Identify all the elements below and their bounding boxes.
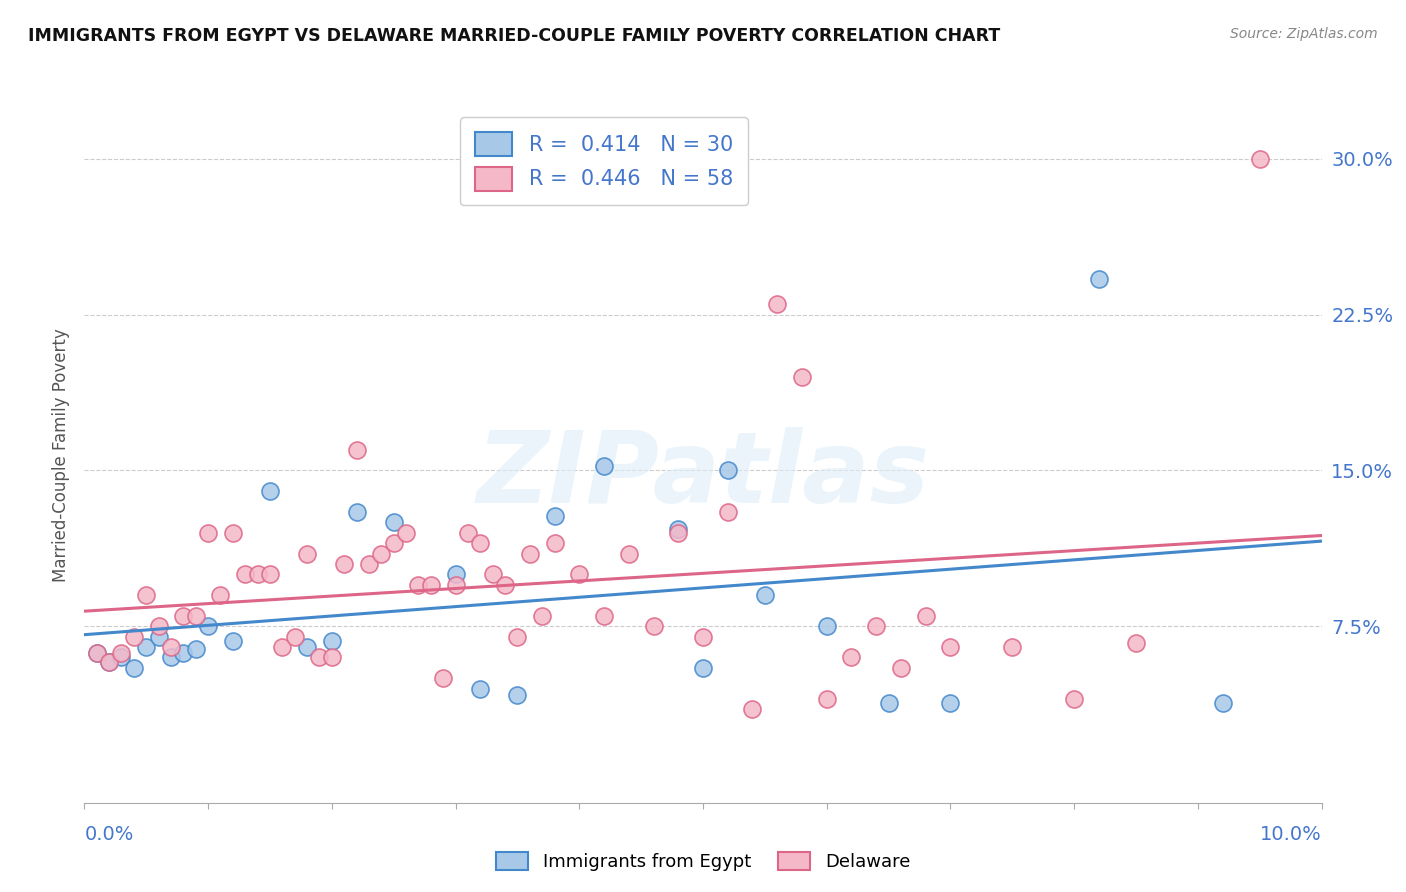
Point — [259, 567, 281, 582]
Point — [543, 509, 565, 524]
Point — [494, 578, 516, 592]
Point — [890, 661, 912, 675]
Point — [308, 650, 330, 665]
Legend: R =  0.414   N = 30, R =  0.446   N = 58: R = 0.414 N = 30, R = 0.446 N = 58 — [460, 118, 748, 205]
Text: 10.0%: 10.0% — [1260, 824, 1322, 844]
Point — [1249, 152, 1271, 166]
Point — [172, 646, 194, 660]
Point — [172, 608, 194, 623]
Point — [692, 661, 714, 675]
Point — [160, 650, 183, 665]
Point — [939, 640, 962, 654]
Point — [148, 619, 170, 633]
Legend: Immigrants from Egypt, Delaware: Immigrants from Egypt, Delaware — [488, 845, 918, 879]
Point — [593, 608, 616, 623]
Point — [370, 547, 392, 561]
Point — [333, 557, 356, 571]
Point — [408, 578, 430, 592]
Point — [506, 630, 529, 644]
Point — [86, 646, 108, 660]
Point — [246, 567, 269, 582]
Point — [259, 484, 281, 499]
Point — [184, 642, 207, 657]
Point — [865, 619, 887, 633]
Point — [122, 630, 145, 644]
Point — [382, 516, 405, 530]
Point — [135, 588, 157, 602]
Point — [914, 608, 936, 623]
Point — [122, 661, 145, 675]
Point — [717, 463, 740, 477]
Point — [321, 633, 343, 648]
Text: Source: ZipAtlas.com: Source: ZipAtlas.com — [1230, 27, 1378, 41]
Point — [222, 633, 245, 648]
Point — [321, 650, 343, 665]
Point — [543, 536, 565, 550]
Point — [86, 646, 108, 660]
Point — [741, 702, 763, 716]
Point — [815, 692, 838, 706]
Point — [617, 547, 640, 561]
Text: ZIPatlas: ZIPatlas — [477, 427, 929, 524]
Point — [766, 297, 789, 311]
Point — [531, 608, 554, 623]
Point — [395, 525, 418, 540]
Point — [222, 525, 245, 540]
Point — [1001, 640, 1024, 654]
Point — [470, 536, 492, 550]
Point — [506, 688, 529, 702]
Point — [419, 578, 441, 592]
Point — [284, 630, 307, 644]
Point — [382, 536, 405, 550]
Point — [110, 650, 132, 665]
Point — [815, 619, 838, 633]
Point — [1212, 696, 1234, 710]
Point — [841, 650, 863, 665]
Point — [135, 640, 157, 654]
Point — [790, 370, 813, 384]
Point — [110, 646, 132, 660]
Point — [295, 547, 318, 561]
Point — [357, 557, 380, 571]
Point — [643, 619, 665, 633]
Point — [939, 696, 962, 710]
Point — [692, 630, 714, 644]
Text: 0.0%: 0.0% — [84, 824, 134, 844]
Point — [197, 619, 219, 633]
Point — [519, 547, 541, 561]
Point — [432, 671, 454, 685]
Point — [271, 640, 294, 654]
Point — [470, 681, 492, 696]
Point — [754, 588, 776, 602]
Y-axis label: Married-Couple Family Poverty: Married-Couple Family Poverty — [52, 328, 70, 582]
Point — [1125, 636, 1147, 650]
Point — [568, 567, 591, 582]
Point — [666, 525, 689, 540]
Point — [233, 567, 256, 582]
Point — [877, 696, 900, 710]
Text: IMMIGRANTS FROM EGYPT VS DELAWARE MARRIED-COUPLE FAMILY POVERTY CORRELATION CHAR: IMMIGRANTS FROM EGYPT VS DELAWARE MARRIE… — [28, 27, 1001, 45]
Point — [346, 442, 368, 457]
Point — [148, 630, 170, 644]
Point — [160, 640, 183, 654]
Point — [98, 655, 121, 669]
Point — [98, 655, 121, 669]
Point — [346, 505, 368, 519]
Point — [481, 567, 503, 582]
Point — [444, 567, 467, 582]
Point — [444, 578, 467, 592]
Point — [295, 640, 318, 654]
Point — [1088, 272, 1111, 286]
Point — [457, 525, 479, 540]
Point — [197, 525, 219, 540]
Point — [717, 505, 740, 519]
Point — [1063, 692, 1085, 706]
Point — [666, 522, 689, 536]
Point — [184, 608, 207, 623]
Point — [209, 588, 232, 602]
Point — [593, 459, 616, 474]
